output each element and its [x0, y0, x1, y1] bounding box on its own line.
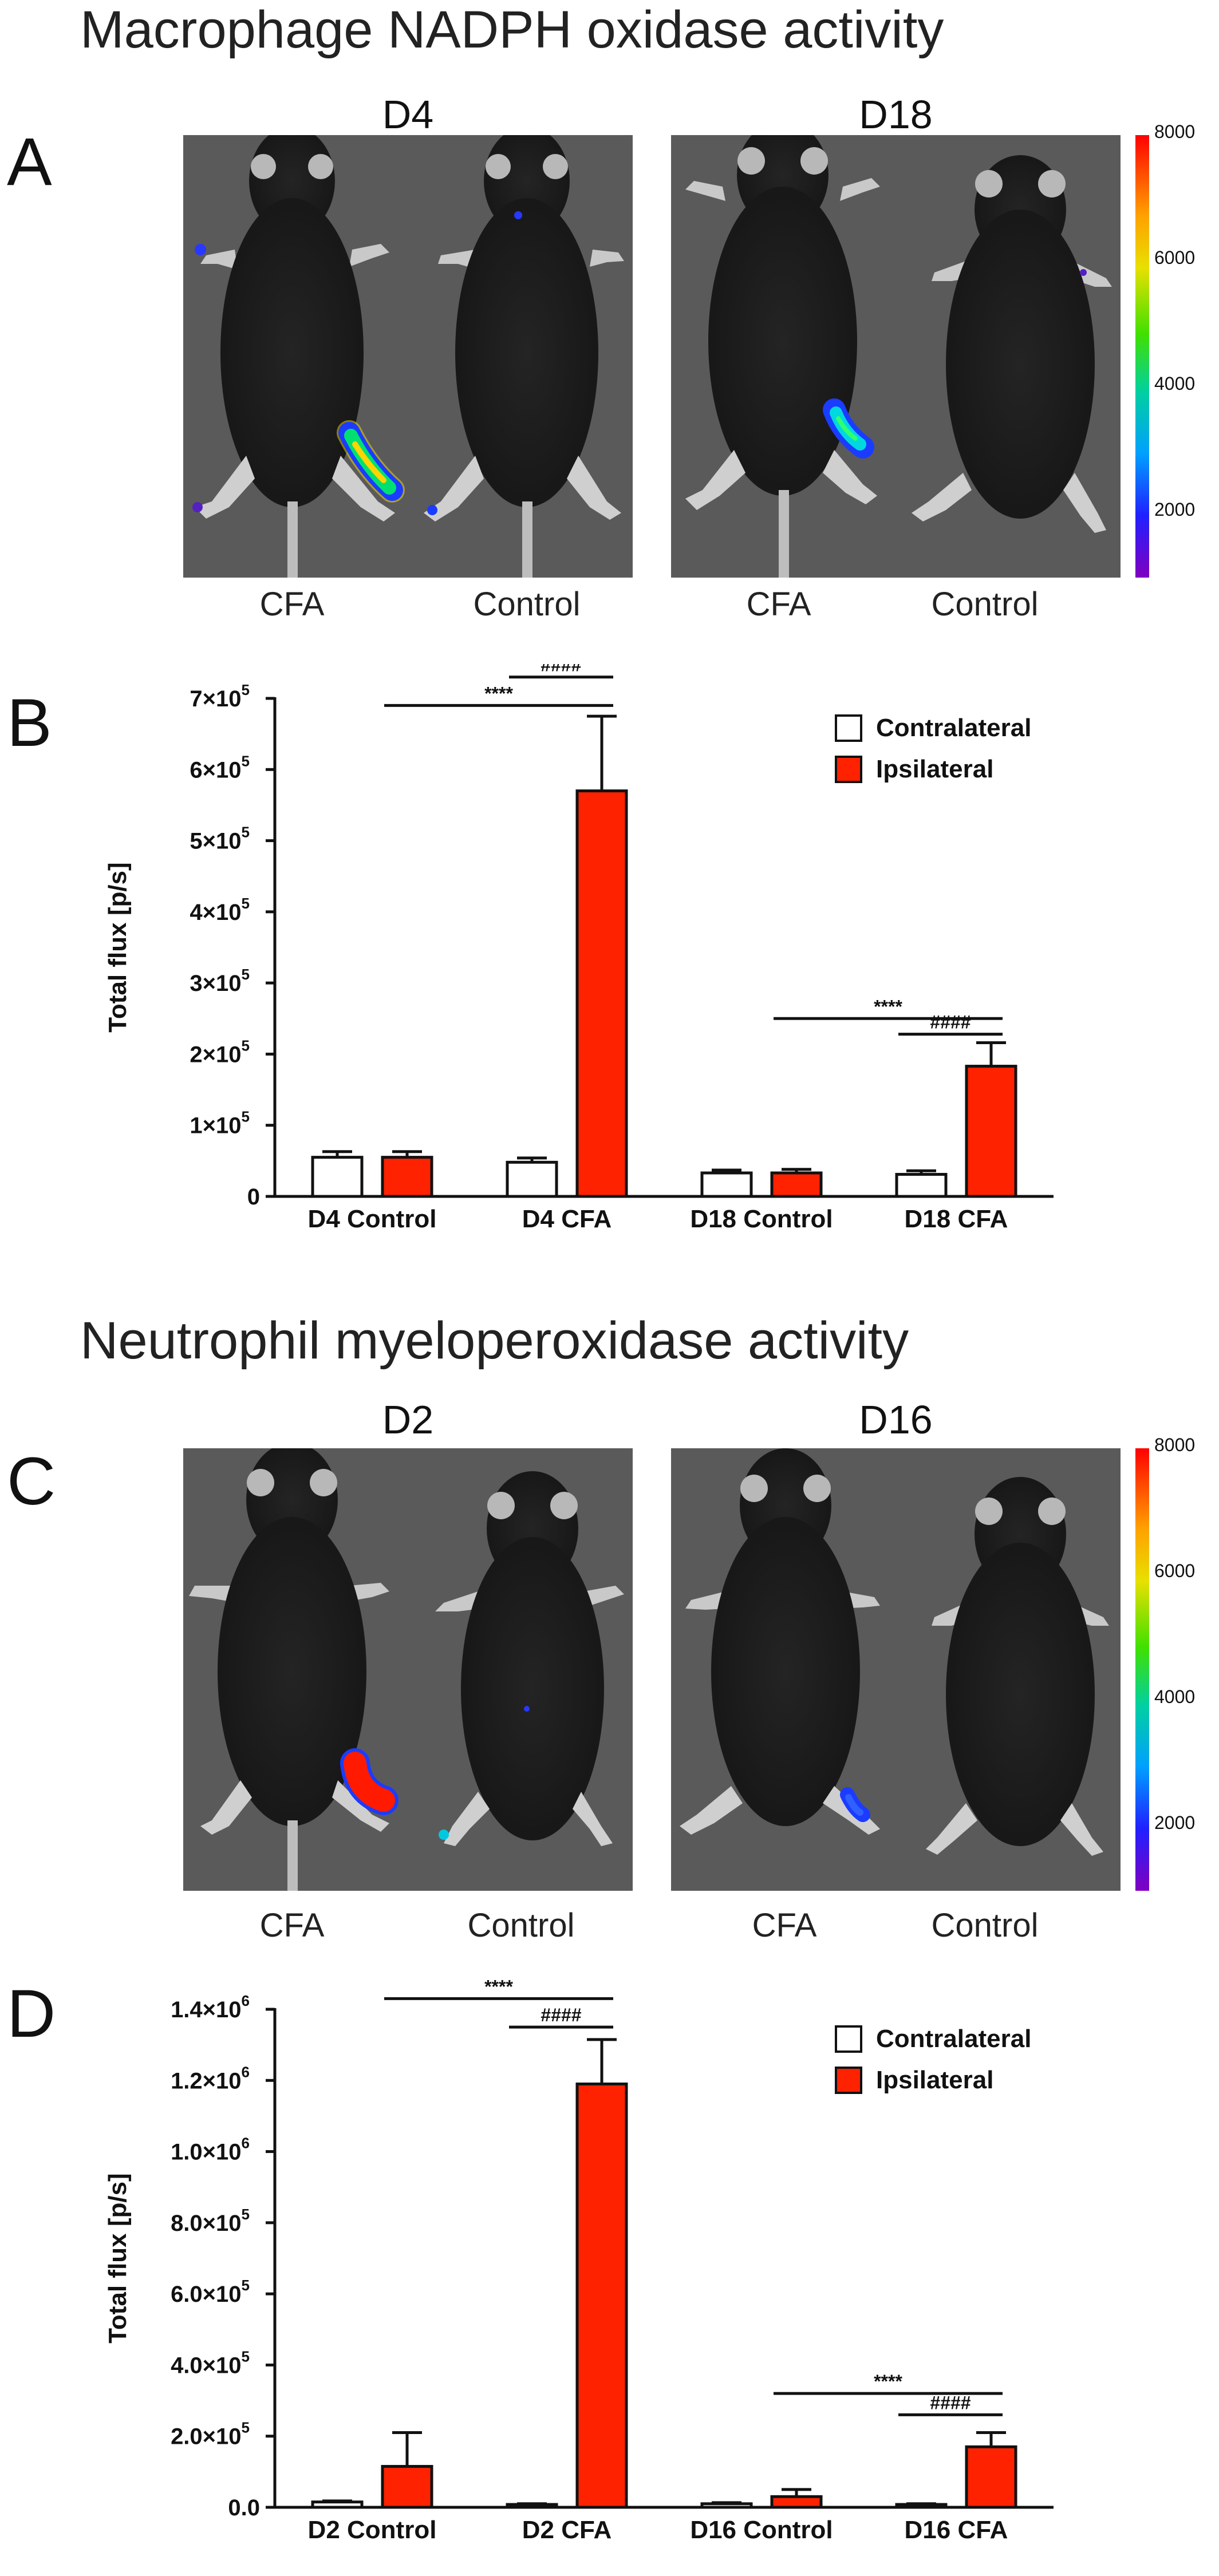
significance-label: ####	[541, 2005, 581, 2025]
timepoint-label-d4: D4	[382, 92, 434, 137]
legend-label: Ipsilateral	[876, 755, 993, 783]
mouse-cfa-d16	[680, 1448, 880, 1835]
significance-label: ****	[874, 2371, 902, 2392]
bar	[575, 2083, 628, 2509]
bar	[575, 789, 628, 1198]
mouse-label-control: Control	[467, 1907, 575, 1944]
bar	[895, 1172, 948, 1198]
bar	[770, 2495, 823, 2509]
colorbar-tick: 4000	[1154, 373, 1196, 394]
significance-label: ####	[541, 664, 581, 675]
significance-label: ****	[484, 1976, 513, 1997]
y-tick-label: 8.0×105	[171, 2206, 250, 2236]
significance-label: ****	[874, 996, 902, 1017]
y-tick-label: 1.0×106	[171, 2135, 250, 2165]
mouse-label-cfa: CFA	[259, 1907, 325, 1944]
y-tick-label: 1×105	[190, 1108, 250, 1139]
y-tick-label: 4.0×105	[171, 2348, 250, 2378]
colorbar-tick: 6000	[1154, 1560, 1196, 1581]
bar	[700, 2502, 753, 2509]
x-tick-label: D16 Control	[690, 2516, 833, 2544]
bar	[381, 2465, 433, 2509]
colorbar-a	[1135, 135, 1149, 578]
y-tick-label: 0.0	[228, 2495, 260, 2520]
bar	[381, 1156, 433, 1198]
bar	[965, 1065, 1017, 1198]
bar	[965, 2445, 1017, 2509]
bar	[770, 1171, 823, 1198]
mouse-label-cfa: CFA	[752, 1907, 817, 1944]
mouse-control-d16	[926, 1477, 1109, 1856]
colorbar-tick: 2000	[1154, 1812, 1196, 1833]
x-tick-label: D18 Control	[690, 1205, 833, 1233]
y-axis-title: Total flux [p/s]	[104, 862, 132, 1032]
y-tick-label: 0	[247, 1184, 260, 1210]
bioluminescence-image-d2	[183, 1448, 633, 1891]
colorbar-tick: 6000	[1154, 247, 1196, 268]
x-tick-label: D2 Control	[308, 2516, 437, 2544]
y-tick-label: 4×105	[190, 895, 250, 925]
mouse-cfa-d2	[189, 1448, 399, 1891]
y-tick-label: 3×105	[190, 966, 250, 996]
significance-label: ****	[484, 683, 513, 704]
legend-swatch	[835, 714, 862, 742]
legend-label: Contralateral	[876, 2025, 1031, 2053]
y-tick-label: 1.4×106	[171, 1992, 250, 2022]
y-axis-title: Total flux [p/s]	[104, 2173, 132, 2343]
timepoint-label-d16: D16	[859, 1397, 933, 1442]
x-tick-label: D4 CFA	[522, 1205, 612, 1233]
x-tick-label: D16 CFA	[905, 2516, 1008, 2544]
significance-label: ####	[930, 1012, 971, 1033]
timepoint-label-d18: D18	[859, 92, 933, 137]
section-title-neutrophil: Neutrophil myeloperoxidase activity	[80, 1311, 909, 1370]
y-tick-label: 5×105	[190, 824, 250, 854]
panel-letter-a: A	[7, 124, 52, 200]
x-tick-label: D4 Control	[308, 1205, 437, 1233]
bioluminescence-image-d4	[183, 135, 633, 578]
mouse-cfa-d4	[192, 135, 405, 578]
legend-label: Contralateral	[876, 714, 1031, 742]
mouse-label-control: Control	[473, 586, 581, 623]
colorbar-tick: 4000	[1154, 1686, 1196, 1707]
bar-chart-neutrophil: 0.0 2.0×105 4.0×105 6.0×105 8.0×105 1.0×106 1.…	[104, 1976, 1054, 2544]
significance-label: ####	[930, 2392, 971, 2413]
y-tick-label: 1.2×106	[171, 2063, 250, 2093]
bar	[311, 1156, 364, 1198]
mouse-label-control: Control	[931, 586, 1039, 623]
panel-letter-b: B	[7, 685, 52, 761]
panel-letter-c: C	[7, 1444, 56, 1519]
legend-swatch	[835, 2025, 862, 2053]
y-tick-label: 2×105	[190, 1037, 250, 1067]
legend-swatch	[835, 2067, 862, 2094]
x-tick-label: D18 CFA	[905, 1205, 1008, 1233]
y-tick-label: 6.0×105	[171, 2277, 250, 2307]
colorbar-c	[1135, 1448, 1149, 1891]
colorbar-tick: 2000	[1154, 499, 1196, 520]
colorbar-tick: 8000	[1154, 121, 1196, 142]
mouse-label-cfa: CFA	[746, 586, 811, 623]
mouse-control-d2	[435, 1471, 624, 1846]
bar	[311, 2500, 364, 2509]
mouse-label-control: Control	[931, 1907, 1039, 1944]
y-tick-label: 6×105	[190, 752, 250, 783]
mouse-label-cfa: CFA	[259, 586, 325, 623]
y-tick-label: 7×105	[190, 681, 250, 712]
bar	[506, 1160, 558, 1198]
section-title-macrophage: Macrophage NADPH oxidase activity	[80, 1, 944, 59]
mouse-cfa-d18	[685, 135, 880, 578]
bar	[700, 1171, 753, 1198]
mouse-control-d18	[912, 155, 1112, 533]
mouse-control-d4	[424, 135, 624, 578]
panel-letter-d: D	[7, 1976, 56, 2052]
legend-swatch	[835, 756, 862, 783]
bioluminescence-image-d18	[671, 135, 1121, 578]
y-tick-label: 2.0×105	[171, 2419, 250, 2449]
bar-chart-macrophage: 0 1×105 2×105 3×105 4×105 5×105 6×105 7×105 Tota…	[104, 664, 1054, 1233]
timepoint-label-d2: D2	[382, 1397, 434, 1442]
legend-label: Ipsilateral	[876, 2066, 993, 2094]
bioluminescence-image-d16	[671, 1448, 1121, 1891]
colorbar-tick: 8000	[1154, 1435, 1196, 1455]
x-tick-label: D2 CFA	[522, 2516, 612, 2544]
